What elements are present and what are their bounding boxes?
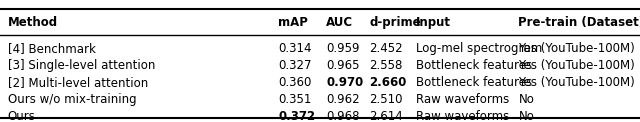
Text: 0.970: 0.970	[326, 76, 364, 89]
Text: [3] Single-level attention: [3] Single-level attention	[8, 59, 155, 72]
Text: Method: Method	[8, 16, 58, 29]
Text: [4] Benchmark: [4] Benchmark	[8, 42, 95, 55]
Text: Pre-train (Dataset): Pre-train (Dataset)	[518, 16, 640, 29]
Text: Ours: Ours	[8, 110, 36, 122]
Text: [2] Multi-level attention: [2] Multi-level attention	[8, 76, 148, 89]
Text: Raw waveforms: Raw waveforms	[416, 93, 509, 106]
Text: Bottleneck features: Bottleneck features	[416, 59, 532, 72]
Text: 2.660: 2.660	[369, 76, 406, 89]
Text: 2.614: 2.614	[369, 110, 403, 122]
Text: mAP: mAP	[278, 16, 308, 29]
Text: 0.314: 0.314	[278, 42, 312, 55]
Text: Ours w/o mix-training: Ours w/o mix-training	[8, 93, 136, 106]
Text: AUC: AUC	[326, 16, 353, 29]
Text: Bottleneck features: Bottleneck features	[416, 76, 532, 89]
Text: No: No	[518, 110, 534, 122]
Text: 0.965: 0.965	[326, 59, 360, 72]
Text: No: No	[518, 93, 534, 106]
Text: Yes (YouTube-100M): Yes (YouTube-100M)	[518, 76, 635, 89]
Text: 2.510: 2.510	[369, 93, 403, 106]
Text: Log-mel spectrogram: Log-mel spectrogram	[416, 42, 542, 55]
Text: 0.962: 0.962	[326, 93, 360, 106]
Text: 2.452: 2.452	[369, 42, 403, 55]
Text: Input: Input	[416, 16, 451, 29]
Text: 0.372: 0.372	[278, 110, 316, 122]
Text: 0.959: 0.959	[326, 42, 360, 55]
Text: 0.327: 0.327	[278, 59, 312, 72]
Text: Raw waveforms: Raw waveforms	[416, 110, 509, 122]
Text: d-prime: d-prime	[369, 16, 421, 29]
Text: 0.968: 0.968	[326, 110, 360, 122]
Text: 0.351: 0.351	[278, 93, 312, 106]
Text: Yes (YouTube-100M): Yes (YouTube-100M)	[518, 59, 635, 72]
Text: 2.558: 2.558	[369, 59, 403, 72]
Text: Yes (YouTube-100M): Yes (YouTube-100M)	[518, 42, 635, 55]
Text: 0.360: 0.360	[278, 76, 312, 89]
